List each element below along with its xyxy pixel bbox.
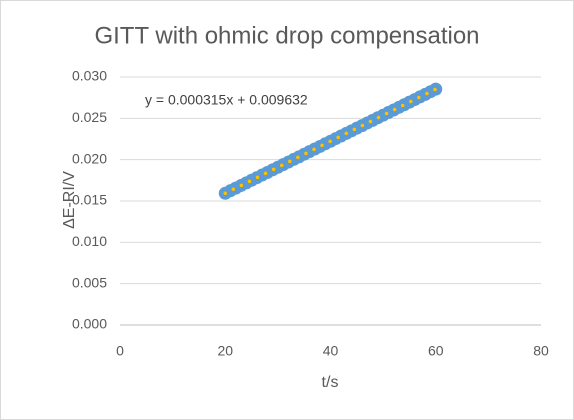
y-tick-label: 0.005 xyxy=(72,274,107,290)
trendline-equation: y = 0.000315x + 0.009632 xyxy=(145,92,308,108)
chart-title: GITT with ohmic drop compensation xyxy=(94,22,479,49)
y-tick-label: 0.030 xyxy=(72,68,107,84)
y-axis-label: ΔE-RI/V xyxy=(61,171,78,229)
x-axis-label: t/s xyxy=(322,374,339,391)
x-tick-label: 60 xyxy=(428,343,444,359)
x-tick-label: 20 xyxy=(217,343,233,359)
y-tick-label: 0.020 xyxy=(72,150,107,166)
x-tick-label: 40 xyxy=(323,343,339,359)
y-tick-label: 0.010 xyxy=(72,233,107,249)
trendline xyxy=(223,87,438,196)
x-tick-label: 80 xyxy=(533,343,549,359)
y-tick-label: 0.000 xyxy=(72,316,107,332)
y-tick-label: 0.025 xyxy=(72,109,107,125)
x-tick-label: 0 xyxy=(116,343,124,359)
y-tick-label: 0.015 xyxy=(72,192,107,208)
